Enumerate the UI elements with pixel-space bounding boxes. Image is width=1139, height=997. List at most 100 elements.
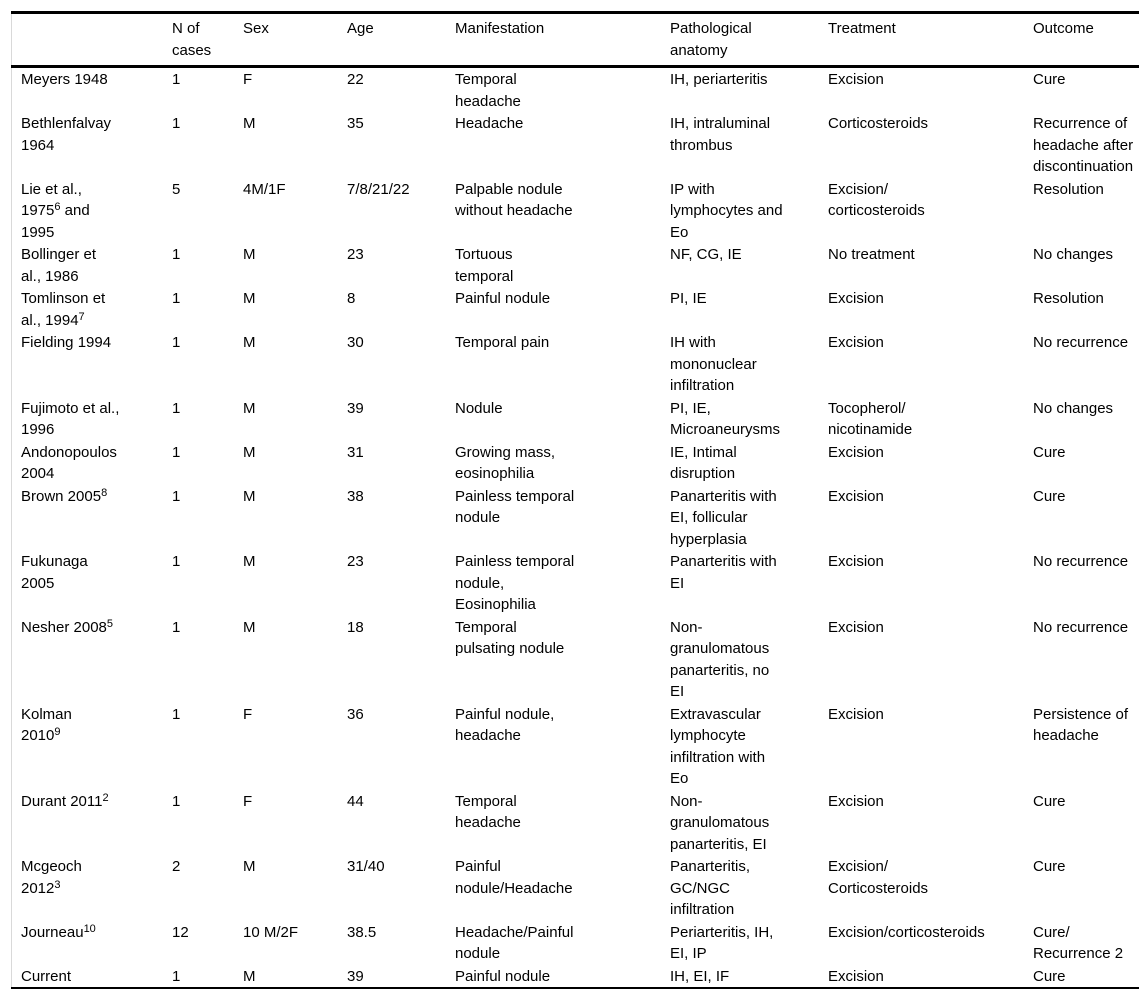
pathological-anatomy-cell: PI, IE [670,290,707,307]
age-cell: 39 [347,967,364,985]
study-cell: Meyers 1948 [21,71,108,88]
manifestation-cell: Painful nodule, headache [455,705,555,745]
table-row: Tomlinson et al., 19947 1 M 8 Painful nodule… [12,287,1139,331]
n-cases-cell: 1 [172,246,181,263]
column-header-2: N of cases [172,12,243,68]
pathological-anatomy-cell: IE, Intimal disruption [670,443,737,483]
n-cases-cell: 12 [172,923,189,941]
treatment-cell: Corticosteroids [828,115,929,132]
table-row: Meyers 1948 1 F 22 Temporal headache IH, peri… [12,67,1139,113]
study-cell: Bethlenfalvay 1964 [21,115,112,154]
manifestation-cell: Palpable nodule without headache [455,180,573,220]
manifestation-cell: Painful nodule [455,290,551,307]
n-cases-cell: 1 [172,487,181,505]
age-cell: 44 [347,792,364,810]
manifestation-cell: Headache [455,115,524,132]
sex-cell: F [243,71,253,88]
n-cases-cell: 1 [172,71,181,88]
column-header-5: Manifestation [455,12,670,68]
treatment-cell: Excision [828,705,884,723]
table-row: Bethlenfalvay 1964 1 M 35 Headache IH, intral… [12,112,1139,178]
table-row: Fukunaga 2005 1 M 23 Painless temporal nodul… [12,550,1139,616]
study-cell: Current [21,967,72,985]
table-body: Meyers 1948 1 F 22 Temporal headache IH, peri… [12,67,1139,989]
case-reports-table-container: N of cases Sex Age Manifestation Pathologica… [11,11,1139,989]
manifestation-cell: Headache/Painful nodule [455,923,574,963]
age-cell: 7/8/21/22 [347,180,410,198]
age-cell: 38 [347,487,364,505]
outcome-cell: No recurrence [1033,553,1129,570]
treatment-cell: Excision [828,553,884,570]
pathological-anatomy-cell: IH, EI, IF [670,967,730,985]
n-cases-cell: 5 [172,180,181,198]
manifestation-cell: Painful nodule [455,967,551,985]
treatment-cell: Tocopherol/ nicotinamide [828,399,913,439]
treatment-cell: Excision [828,792,884,810]
outcome-cell: Resolution [1033,180,1104,198]
sex-cell: 4M/1F [243,180,286,198]
study-cell: Journeau10 [21,922,96,941]
n-cases-cell: 1 [172,967,181,985]
n-cases-cell: 1 [172,334,181,351]
table-row: Bollinger et al., 1986 1 M 23 Tortuous tempo… [12,243,1139,287]
column-header-3: Sex [243,12,347,68]
outcome-cell: Cure/ Recurrence 2 [1033,923,1124,963]
study-cell: Andonopoulos 2004 [21,443,117,483]
outcome-cell: Cure [1033,487,1066,505]
outcome-cell: No recurrence [1033,618,1129,636]
age-cell: 30 [347,334,364,351]
study-cell: Fujimoto et al., 1996 [21,399,120,439]
superscript-reference: 2 [102,791,109,804]
pathological-anatomy-cell: Panarteritis with EI [670,553,777,592]
pathological-anatomy-cell: IH, periarteritis [670,71,768,88]
treatment-cell: Excision [828,618,884,636]
age-cell: 23 [347,553,364,570]
table-row: Brown 20058 1 M 38 Painless temporal nodule P… [12,485,1139,551]
manifestation-cell: Nodule [455,399,503,417]
study-cell: Fielding 1994 [21,334,112,351]
superscript-reference: 10 [83,922,96,935]
case-reports-table: N of cases Sex Age Manifestation Pathologica… [11,11,1139,989]
superscript-reference: 6 [54,201,61,213]
n-cases-cell: 2 [172,858,181,875]
n-cases-cell: 1 [172,399,181,417]
treatment-cell: Excision [828,334,884,351]
column-header-7: Treatment [828,12,1033,68]
column-header-6: Pathological anatomy [670,12,828,68]
sex-cell: M [243,399,256,417]
manifestation-cell: Tortuous temporal [455,246,514,285]
superscript-reference: 9 [54,726,61,738]
manifestation-cell: Temporal headache [455,792,521,832]
age-cell: 31/40 [347,858,385,875]
study-cell: Durant 20112 [21,791,109,810]
outcome-cell: Persistence of headache [1033,705,1129,745]
outcome-cell: No changes [1033,399,1114,417]
table-header: N of cases Sex Age Manifestation Pathologica… [11,12,1139,68]
sex-cell: F [243,792,253,810]
table-row: Fujimoto et al., 1996 1 M 39 Nodule PI, IE, M… [12,397,1139,441]
study-cell: Kolman 20109 [21,705,72,745]
outcome-cell: Recurrence of headache after discontinua… [1033,115,1134,175]
table-row: Fielding 1994 1 M 30 Temporal pain IH with mo… [12,331,1139,397]
age-cell: 22 [347,71,364,88]
n-cases-cell: 1 [172,115,181,132]
table-row: Durant 20112 1 F 44 Temporal headache Non- gr… [12,790,1139,856]
age-cell: 38.5 [347,923,377,941]
outcome-cell: Cure [1033,443,1066,461]
pathological-anatomy-cell: Non- granulomatous panarteritis, no EI [670,618,770,701]
age-cell: 23 [347,246,364,263]
n-cases-cell: 1 [172,792,181,810]
outcome-cell: No changes [1033,246,1114,263]
superscript-reference: 8 [101,486,108,499]
sex-cell: M [243,858,256,875]
manifestation-cell: Painful nodule/Headache [455,858,573,897]
outcome-cell: Cure [1033,858,1066,875]
age-cell: 31 [347,443,364,461]
treatment-cell: No treatment [828,246,915,263]
table-row: Journeau10 12 10 M/2F 38.5 Headache/Painful … [12,921,1139,965]
n-cases-cell: 1 [172,618,181,636]
sex-cell: F [243,705,253,723]
table-row: Nesher 20085 1 M 18 Temporal pulsating nodul… [12,616,1139,703]
manifestation-cell: Painless temporal nodule [455,487,575,527]
treatment-cell: Excision [828,487,884,505]
